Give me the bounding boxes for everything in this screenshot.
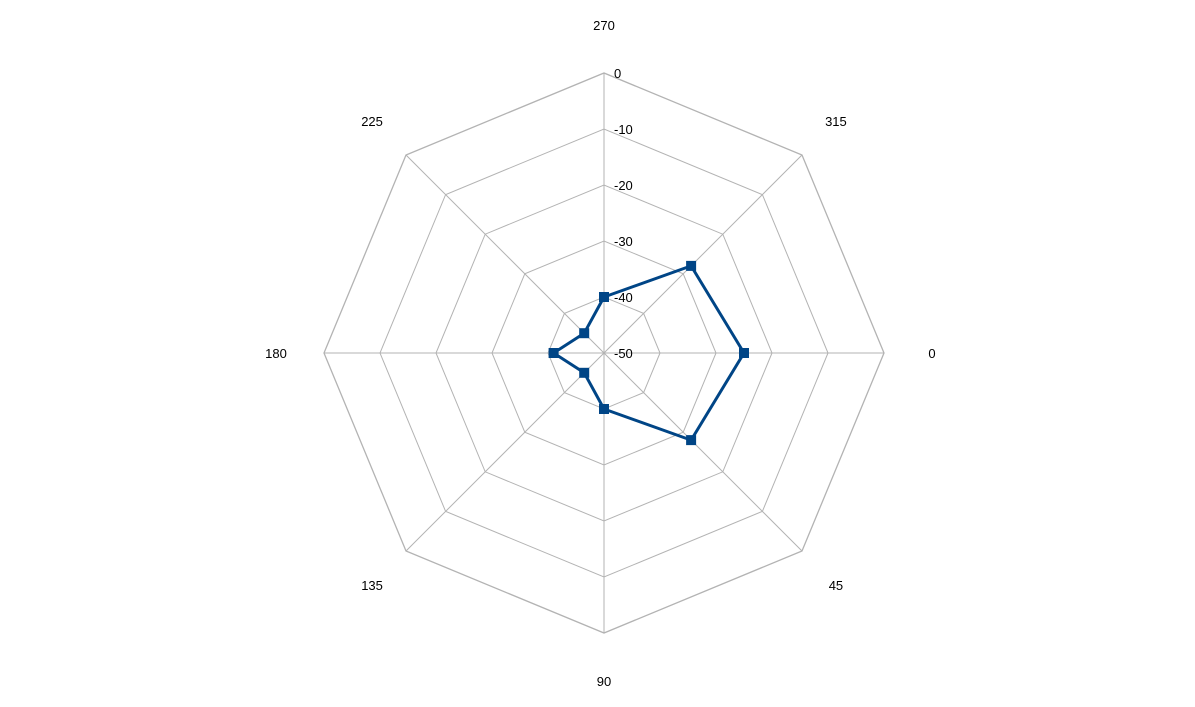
data-point — [599, 292, 609, 302]
category-label: 45 — [829, 578, 843, 593]
category-label: 90 — [597, 674, 611, 689]
radial-tick-label: -10 — [614, 122, 633, 137]
radial-tick-label: -30 — [614, 234, 633, 249]
radial-tick-label: -20 — [614, 178, 633, 193]
category-label: 225 — [361, 114, 383, 129]
data-point — [579, 328, 590, 339]
data-point — [739, 348, 749, 358]
category-label: 135 — [361, 578, 383, 593]
grid-spoke — [405, 352, 605, 552]
category-label: 270 — [593, 18, 615, 33]
grid-spoke — [603, 154, 803, 354]
category-label: 180 — [265, 346, 287, 361]
data-point — [686, 435, 697, 446]
radial-tick-label: -40 — [614, 290, 633, 305]
grid-spoke — [405, 154, 605, 354]
radial-tick-label: -50 — [614, 346, 633, 361]
data-point — [599, 404, 609, 414]
radial-tick-label: 0 — [614, 66, 621, 81]
data-point — [548, 348, 559, 358]
category-label: 315 — [825, 114, 847, 129]
data-point — [579, 367, 590, 378]
grid-spoke — [603, 352, 803, 552]
category-label: 0 — [928, 346, 935, 361]
data-point — [686, 260, 697, 271]
